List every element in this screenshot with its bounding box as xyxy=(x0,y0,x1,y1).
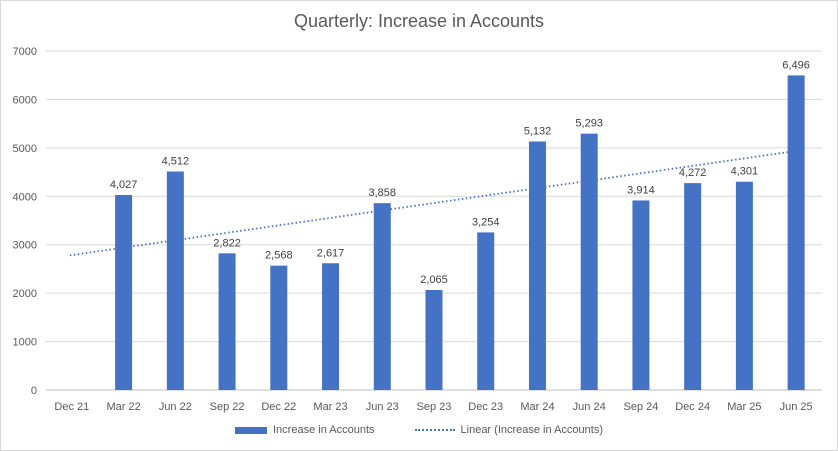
bar xyxy=(477,232,495,390)
legend: Increase in Accounts Linear (Increase in… xyxy=(1,424,837,436)
bar xyxy=(632,200,650,390)
data-label: 5,132 xyxy=(524,125,552,137)
x-tick-label: Mar 24 xyxy=(520,401,554,413)
data-labels: 4,027 4,512 2,822 2,568 2,617 3,858 2,065 3,254… xyxy=(110,59,810,286)
legend-label-bars: Increase in Accounts xyxy=(273,424,375,436)
bar xyxy=(166,171,184,390)
legend-bar-swatch xyxy=(235,426,267,434)
bar xyxy=(528,141,546,390)
y-tick-label: 6000 xyxy=(13,94,37,106)
data-label: 2,822 xyxy=(213,237,241,249)
legend-item-bars: Increase in Accounts xyxy=(235,424,375,436)
bar xyxy=(425,289,443,390)
bar xyxy=(322,263,340,390)
axis-labels: 0 1000 2000 3000 4000 5000 6000 7000 Dec 21 Mar 2… xyxy=(13,46,813,413)
data-label: 4,272 xyxy=(679,167,707,179)
y-tick-label: 1000 xyxy=(13,337,37,349)
data-label: 3,858 xyxy=(369,187,397,199)
x-tick-label: Dec 24 xyxy=(675,401,710,413)
data-label: 5,293 xyxy=(575,118,603,130)
x-tick-label: Mar 22 xyxy=(106,401,140,413)
y-tick-label: 3000 xyxy=(13,240,37,252)
x-tick-label: Jun 23 xyxy=(366,401,399,413)
x-tick-label: Sep 22 xyxy=(210,401,245,413)
bar xyxy=(115,194,133,390)
x-tick-label: Mar 23 xyxy=(313,401,347,413)
x-tick-label: Sep 24 xyxy=(623,401,658,413)
bar xyxy=(270,265,288,390)
data-label: 4,512 xyxy=(162,155,190,167)
data-label: 2,065 xyxy=(420,274,448,286)
bar xyxy=(373,203,391,390)
y-tick-label: 5000 xyxy=(13,143,37,155)
bar xyxy=(580,133,598,390)
bar xyxy=(684,183,702,390)
x-tick-label: Mar 25 xyxy=(727,401,761,413)
bar-series xyxy=(115,75,805,391)
x-tick-label: Dec 23 xyxy=(468,401,503,413)
legend-label-trendline: Linear (Increase in Accounts) xyxy=(460,424,603,436)
data-label: 2,568 xyxy=(265,250,293,262)
data-label: 2,617 xyxy=(317,247,345,259)
data-label: 6,496 xyxy=(782,59,810,71)
x-tick-label: Jun 24 xyxy=(573,401,606,413)
y-tick-label: 0 xyxy=(31,385,37,397)
x-tick-label: Dec 21 xyxy=(54,401,89,413)
bar xyxy=(735,181,753,390)
legend-trendline-swatch xyxy=(414,429,455,431)
data-label: 4,301 xyxy=(731,166,759,178)
y-tick-label: 2000 xyxy=(13,288,37,300)
data-label: 4,027 xyxy=(110,179,138,191)
y-tick-label: 4000 xyxy=(13,191,37,203)
data-label: 3,254 xyxy=(472,216,500,228)
x-tick-label: Jun 25 xyxy=(780,401,813,413)
x-tick-label: Jun 22 xyxy=(159,401,192,413)
bar xyxy=(787,75,805,391)
chart-title: Quarterly: Increase in Accounts xyxy=(293,11,545,31)
bar xyxy=(218,253,236,390)
data-label: 3,914 xyxy=(627,184,655,196)
x-tick-label: Dec 22 xyxy=(261,401,296,413)
legend-item-trendline: Linear (Increase in Accounts) xyxy=(414,424,603,436)
x-tick-label: Sep 23 xyxy=(417,401,452,413)
y-tick-label: 7000 xyxy=(13,46,37,58)
